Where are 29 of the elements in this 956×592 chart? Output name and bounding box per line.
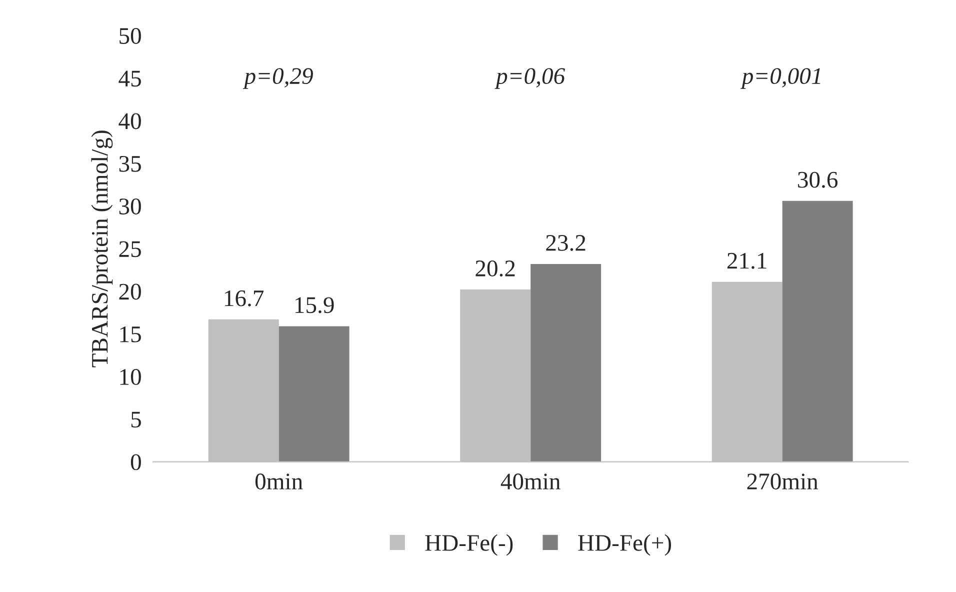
data-label: 20.2 [476, 260, 515, 277]
x-tick-label: 0min [255, 474, 303, 490]
bar [530, 264, 602, 462]
data-label: 23.2 [546, 234, 586, 251]
y-tick-label: 25 [119, 241, 141, 258]
y-tick-label: 35 [119, 156, 141, 172]
y-tick-label: 30 [119, 198, 141, 214]
annotation: p=0,29 [242, 68, 313, 89]
annotation: p=0,001 [740, 68, 820, 89]
bar [782, 200, 853, 462]
y-tick-label: 15 [120, 326, 141, 342]
y-tick-label: 45 [118, 70, 141, 87]
y-tick-label: 20 [119, 284, 141, 300]
x-tick-label: 40min [500, 474, 560, 490]
data-label: 15.9 [295, 297, 334, 314]
y-tick-label: 10 [120, 369, 141, 385]
bar [278, 326, 350, 462]
data-label: 16.7 [225, 290, 264, 306]
y-axis-title: TBARS/protein (nmol/g) [91, 130, 113, 368]
y-tick-label: 5 [131, 412, 141, 428]
annotation: p=0,06 [494, 68, 565, 89]
data-label: 21.1 [727, 252, 766, 269]
legend-label: HD-Fe(+) [578, 534, 672, 556]
y-tick-label: 40 [118, 113, 141, 130]
x-tick-label: 270min [747, 474, 818, 490]
data-label: 30.6 [798, 172, 838, 188]
y-tick-label: 50 [120, 28, 141, 44]
legend-label: HD-Fe(-) [425, 534, 513, 556]
y-tick-label: 0 [130, 454, 141, 470]
